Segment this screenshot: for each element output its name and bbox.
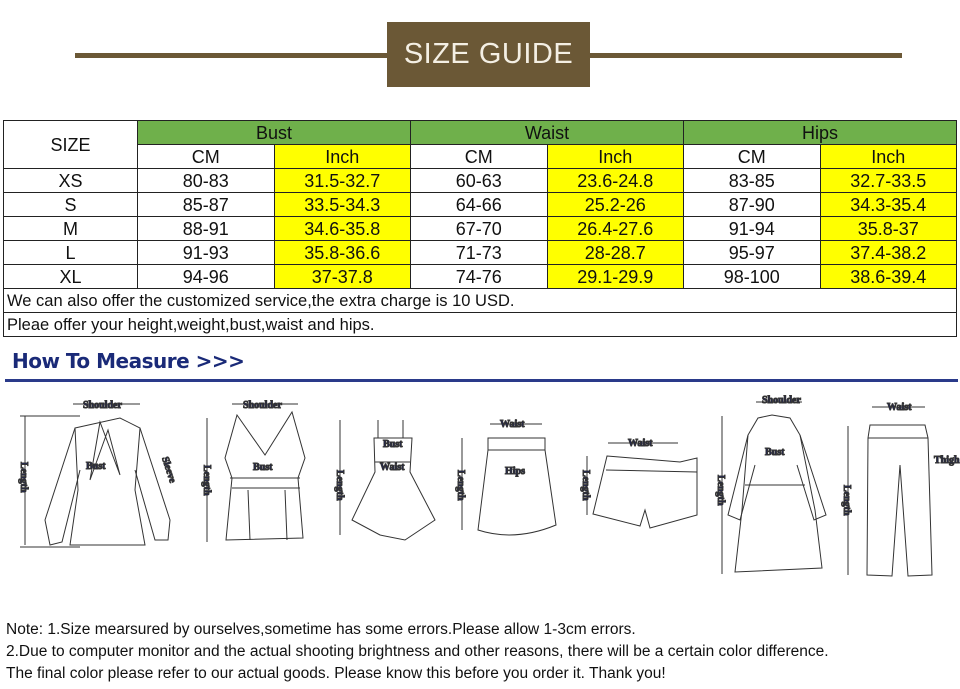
page-title: SIZE GUIDE — [387, 22, 590, 87]
cell: 74-76 — [410, 264, 548, 289]
cell: 85-87 — [137, 192, 275, 217]
unit-header: CM — [137, 144, 275, 169]
cell: 83-85 — [683, 168, 821, 193]
cell: 37-37.8 — [273, 264, 411, 289]
cell: 23.6-24.8 — [546, 168, 684, 193]
cell: 35.8-36.6 — [273, 240, 411, 265]
blouse-illustration: Shoulder Bust Length Sleeve — [18, 400, 179, 548]
cell: 31.5-32.7 — [273, 168, 411, 193]
cell: 67-70 — [410, 216, 548, 241]
table-unit-header: CM Inch CM Inch CM Inch — [4, 144, 957, 169]
cell: 37.4-38.2 — [819, 240, 957, 265]
table-row: XL 94-96 37-37.8 74-76 29.1-29.9 98-100 … — [3, 264, 957, 289]
label-waist: Waist — [887, 402, 912, 413]
label-shoulder: Shoulder — [243, 400, 282, 411]
table-row: S 85-87 33.5-34.3 64-66 25.2-26 87-90 34… — [3, 192, 957, 217]
label-waist: Waist — [380, 462, 405, 473]
cell: 87-90 — [683, 192, 821, 217]
pants-illustration: Waist Thigh Length — [841, 402, 960, 577]
custom-service-note: We can also offer the customized service… — [3, 288, 957, 313]
heading-divider — [5, 379, 958, 382]
size-header: SIZE — [3, 120, 138, 169]
label-shoulder: Shoulder — [762, 395, 801, 406]
table-row: L 91-93 35.8-36.6 71-73 28-28.7 95-97 37… — [3, 240, 957, 265]
cell-size: XL — [3, 264, 138, 289]
banner-line-left — [75, 53, 387, 58]
cell: 91-93 — [137, 240, 275, 265]
label-bust: Bust — [253, 462, 273, 473]
label-bust: Bust — [383, 439, 403, 450]
cell: 26.4-27.6 — [546, 216, 684, 241]
cell: 95-97 — [683, 240, 821, 265]
cell: 88-91 — [137, 216, 275, 241]
cell-size: S — [3, 192, 138, 217]
note-line: The final color please refer to our actu… — [6, 665, 666, 682]
cell: 35.8-37 — [819, 216, 957, 241]
unit-header: CM — [410, 144, 548, 169]
notes-section: Note: 1.Size mearsured by ourselves,some… — [6, 619, 829, 685]
label-length: Length — [715, 475, 726, 506]
label-length: Length — [455, 470, 466, 501]
cell: 34.6-35.8 — [273, 216, 411, 241]
cell: 91-94 — [683, 216, 821, 241]
label-length: Length — [334, 470, 345, 501]
unit-header: CM — [683, 144, 821, 169]
cell: 28-28.7 — [546, 240, 684, 265]
label-bust: Bust — [765, 447, 785, 458]
cell: 98-100 — [683, 264, 821, 289]
cell-size: M — [3, 216, 138, 241]
cell-size: L — [3, 240, 138, 265]
label-shoulder: Shoulder — [83, 400, 122, 411]
coat-illustration: Shoulder Bust Length — [715, 395, 827, 574]
cell: 38.6-39.4 — [819, 264, 957, 289]
label-hips: Hips — [505, 466, 525, 477]
group-hips: Hips — [683, 120, 957, 145]
group-waist: Waist — [410, 120, 684, 145]
table-row: M 88-91 34.6-35.8 67-70 26.4-27.6 91-94 … — [3, 216, 957, 241]
label-length: Length — [18, 462, 29, 493]
cell: 71-73 — [410, 240, 548, 265]
sundress-illustration: Bust Waist Length — [334, 420, 436, 541]
label-length: Length — [841, 485, 852, 516]
group-bust: Bust — [137, 120, 411, 145]
label-bust: Bust — [86, 461, 106, 472]
measurements-request-note: Pleae offer your height,weight,bust,wais… — [3, 312, 957, 337]
cell: 29.1-29.9 — [546, 264, 684, 289]
cell-size: XS — [3, 168, 138, 193]
label-length: Length — [580, 470, 591, 501]
note-line: Note: 1.Size mearsured by ourselves,some… — [6, 621, 636, 638]
how-to-measure-heading: How To Measure >>> — [12, 349, 245, 373]
cell: 80-83 — [137, 168, 275, 193]
cell: 25.2-26 — [546, 192, 684, 217]
cell: 64-66 — [410, 192, 548, 217]
unit-header: Inch — [273, 144, 411, 169]
table-row: XS 80-83 31.5-32.7 60-63 23.6-24.8 83-85… — [3, 168, 957, 193]
banner-line-right — [590, 53, 902, 58]
unit-header: Inch — [819, 144, 957, 169]
table-note-row: Pleae offer your height,weight,bust,wais… — [3, 312, 957, 337]
cell: 34.3-35.4 — [819, 192, 957, 217]
cell: 94-96 — [137, 264, 275, 289]
cell: 32.7-33.5 — [819, 168, 957, 193]
size-table: SIZE Bust Waist Hips CM Inch CM Inch CM … — [3, 120, 957, 337]
table-group-header: SIZE Bust Waist Hips — [3, 120, 957, 169]
unit-header: Inch — [546, 144, 684, 169]
table-note-row: We can also offer the customized service… — [3, 288, 957, 313]
label-length: Length — [201, 465, 212, 496]
label-waist: Waist — [500, 419, 525, 430]
label-waist: Waist — [628, 438, 653, 449]
cell: 60-63 — [410, 168, 548, 193]
label-thigh: Thigh — [934, 455, 960, 466]
measurement-illustrations: Shoulder Bust Length Sleeve Shoulder Bus… — [18, 395, 960, 577]
note-line: 2.Due to computer monitor and the actual… — [6, 643, 829, 660]
tank-top-illustration: Shoulder Bust Length — [201, 400, 306, 542]
cell: 33.5-34.3 — [273, 192, 411, 217]
skirt-illustration: Waist Hips Length — [455, 419, 557, 536]
label-sleeve: Sleeve — [159, 456, 178, 485]
shorts-illustration: Waist Length — [580, 438, 698, 529]
